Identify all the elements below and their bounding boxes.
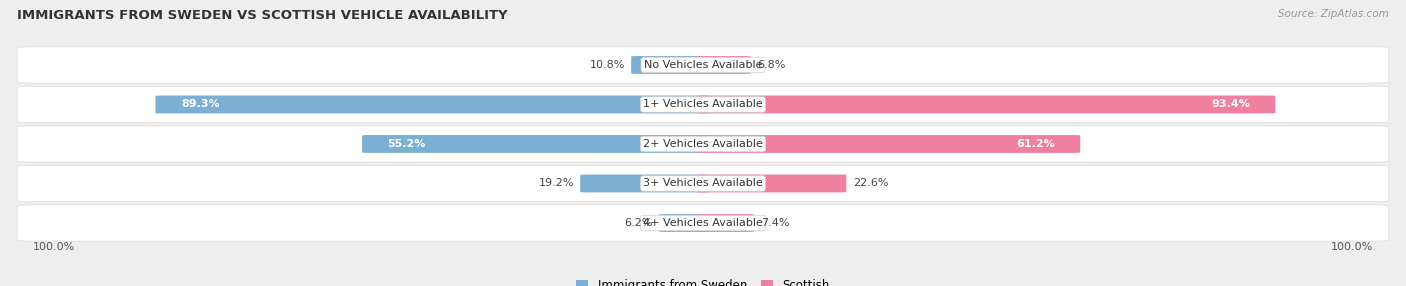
- Text: IMMIGRANTS FROM SWEDEN VS SCOTTISH VEHICLE AVAILABILITY: IMMIGRANTS FROM SWEDEN VS SCOTTISH VEHIC…: [17, 9, 508, 21]
- Text: 100.0%: 100.0%: [34, 242, 76, 252]
- FancyBboxPatch shape: [696, 96, 1275, 114]
- FancyBboxPatch shape: [696, 174, 846, 192]
- Text: 61.2%: 61.2%: [1017, 139, 1054, 149]
- FancyBboxPatch shape: [156, 96, 710, 114]
- Legend: Immigrants from Sweden, Scottish: Immigrants from Sweden, Scottish: [576, 279, 830, 286]
- Text: 100.0%: 100.0%: [1330, 242, 1372, 252]
- Text: Source: ZipAtlas.com: Source: ZipAtlas.com: [1278, 9, 1389, 19]
- Text: 93.4%: 93.4%: [1211, 100, 1250, 110]
- Text: 6.8%: 6.8%: [756, 60, 786, 70]
- Text: 55.2%: 55.2%: [388, 139, 426, 149]
- Text: 6.2%: 6.2%: [624, 218, 652, 228]
- Text: 3+ Vehicles Available: 3+ Vehicles Available: [643, 178, 763, 188]
- Text: No Vehicles Available: No Vehicles Available: [644, 60, 762, 70]
- FancyBboxPatch shape: [17, 165, 1389, 202]
- FancyBboxPatch shape: [696, 56, 751, 74]
- Text: 2+ Vehicles Available: 2+ Vehicles Available: [643, 139, 763, 149]
- Text: 1+ Vehicles Available: 1+ Vehicles Available: [643, 100, 763, 110]
- FancyBboxPatch shape: [631, 56, 710, 74]
- FancyBboxPatch shape: [17, 86, 1389, 123]
- Text: 7.4%: 7.4%: [761, 218, 789, 228]
- Text: 10.8%: 10.8%: [589, 60, 624, 70]
- FancyBboxPatch shape: [581, 174, 710, 192]
- FancyBboxPatch shape: [363, 135, 710, 153]
- FancyBboxPatch shape: [659, 214, 710, 232]
- FancyBboxPatch shape: [17, 47, 1389, 83]
- Text: 22.6%: 22.6%: [852, 178, 889, 188]
- Text: 89.3%: 89.3%: [181, 100, 219, 110]
- FancyBboxPatch shape: [696, 135, 1080, 153]
- Text: 4+ Vehicles Available: 4+ Vehicles Available: [643, 218, 763, 228]
- FancyBboxPatch shape: [696, 214, 754, 232]
- FancyBboxPatch shape: [17, 205, 1389, 241]
- Text: 19.2%: 19.2%: [538, 178, 574, 188]
- FancyBboxPatch shape: [17, 126, 1389, 162]
